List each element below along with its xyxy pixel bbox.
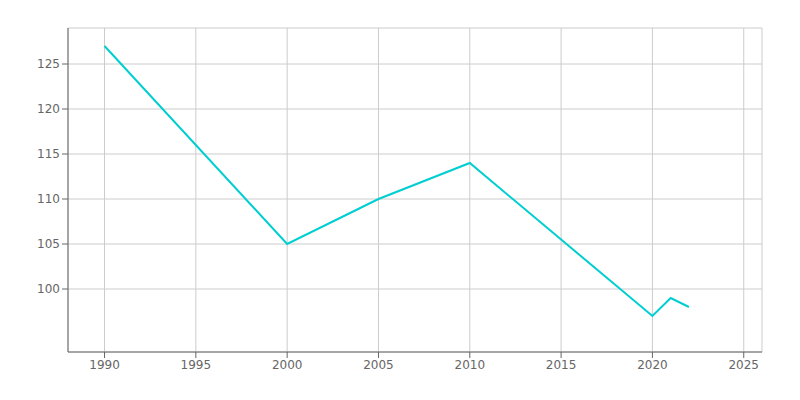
svg-text:105: 105: [37, 237, 60, 251]
svg-text:110: 110: [37, 192, 60, 206]
svg-text:2000: 2000: [272, 358, 303, 372]
svg-text:100: 100: [37, 282, 60, 296]
svg-text:2010: 2010: [455, 358, 486, 372]
svg-text:115: 115: [37, 147, 60, 161]
svg-text:2015: 2015: [546, 358, 577, 372]
svg-text:2025: 2025: [728, 358, 759, 372]
svg-text:120: 120: [37, 102, 60, 116]
svg-text:2020: 2020: [637, 358, 668, 372]
svg-text:1995: 1995: [181, 358, 212, 372]
svg-text:2005: 2005: [363, 358, 394, 372]
svg-text:125: 125: [37, 57, 60, 71]
svg-text:1990: 1990: [89, 358, 120, 372]
